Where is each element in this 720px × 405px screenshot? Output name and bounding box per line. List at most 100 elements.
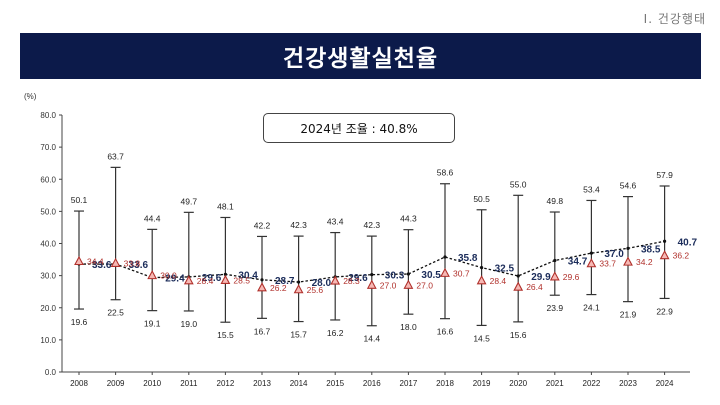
total-point (297, 280, 301, 284)
unadjusted-point (549, 271, 560, 281)
unadjusted-value-label: 28.4 (197, 276, 214, 286)
total-point (443, 255, 447, 259)
upper-value-label: 44.3 (400, 214, 417, 224)
total-point (663, 239, 667, 243)
total-point (223, 272, 227, 276)
lower-value-label: 24.1 (583, 303, 600, 313)
lower-value-label: 15.6 (510, 330, 527, 340)
total-value-label: 28.0 (312, 278, 332, 289)
total-point (260, 278, 264, 282)
lower-value-label: 21.9 (620, 310, 637, 320)
total-value-label: 29.4 (165, 274, 185, 285)
unadjusted-value-label: 33.7 (599, 259, 616, 269)
lower-value-label: 23.9 (547, 303, 564, 313)
upper-value-label: 55.0 (510, 179, 527, 189)
unadjusted-point (183, 275, 194, 285)
x-tick-label: 2018 (436, 379, 454, 388)
lower-value-label: 16.2 (327, 328, 344, 338)
upper-value-label: 57.9 (656, 170, 673, 180)
unadjusted-point (147, 269, 158, 280)
x-tick-label: 2022 (583, 379, 601, 388)
y-axis-unit-label: (%) (24, 92, 37, 101)
total-value-label: 33.6 (92, 260, 112, 271)
total-value-label: 37.0 (604, 249, 624, 260)
unadjusted-value-label: 33.8 (124, 258, 141, 268)
total-value-label: 30.5 (421, 270, 441, 281)
total-value-label: 29.9 (531, 272, 551, 283)
total-value-label: 28.7 (275, 276, 295, 287)
lower-value-label: 15.7 (290, 330, 307, 340)
total-series-line (79, 240, 665, 283)
lower-value-label: 19.0 (181, 319, 198, 329)
x-tick-label: 2020 (509, 379, 527, 388)
overall-rate-box: 2024년 조율 : 40.8% (263, 113, 455, 143)
lower-value-label: 16.7 (254, 326, 271, 336)
unadjusted-point (330, 275, 341, 285)
total-value-label: 30.4 (238, 270, 258, 281)
upper-value-label: 50.5 (473, 194, 490, 204)
x-tick-label: 2023 (619, 379, 637, 388)
total-point (480, 265, 484, 270)
unadjusted-point (440, 267, 450, 277)
unadjusted-point (476, 275, 487, 285)
lower-value-label: 14.4 (364, 334, 381, 344)
lower-value-label: 14.5 (473, 333, 490, 343)
upper-value-label: 63.7 (107, 151, 124, 161)
upper-value-label: 42.3 (290, 220, 307, 230)
y-tick-label: 20.0 (40, 304, 56, 313)
lower-value-label: 16.6 (437, 327, 454, 337)
unadjusted-point (586, 258, 597, 268)
y-tick-label: 0.0 (45, 368, 57, 377)
total-value-label: 32.5 (495, 264, 515, 275)
unadjusted-point (257, 282, 267, 292)
y-tick-label: 30.0 (40, 272, 56, 281)
y-tick-label: 40.0 (40, 240, 56, 249)
x-tick-label: 2021 (546, 379, 564, 388)
y-tick-label: 10.0 (40, 336, 56, 345)
x-tick-label: 2010 (143, 379, 161, 388)
unadjusted-point (110, 257, 121, 267)
y-tick-label: 70.0 (40, 143, 56, 152)
x-tick-label: 2019 (473, 379, 491, 388)
lower-value-label: 15.5 (217, 330, 234, 340)
y-tick-label: 50.0 (40, 207, 56, 216)
total-value-label: 33.6 (129, 260, 149, 271)
total-point (516, 274, 520, 278)
total-value-label: 38.5 (641, 244, 661, 255)
total-point (553, 258, 557, 263)
unadjusted-value-label: 28.3 (343, 276, 360, 286)
unadjusted-value-label: 28.4 (490, 276, 507, 286)
x-tick-label: 2017 (400, 379, 418, 388)
upper-value-label: 50.1 (71, 195, 88, 205)
x-tick-label: 2009 (107, 379, 125, 388)
total-value-label: 34.7 (568, 257, 588, 268)
unadjusted-value-label: 34.2 (636, 257, 653, 267)
x-tick-label: 2012 (217, 379, 235, 388)
x-tick-label: 2013 (253, 379, 271, 388)
unadjusted-value-label: 29.6 (563, 272, 580, 282)
y-tick-label: 60.0 (40, 175, 56, 184)
lower-value-label: 22.5 (107, 308, 124, 318)
title-banner: 건강생활실천율 (20, 33, 701, 79)
unadjusted-value-label: 30.7 (453, 268, 470, 278)
upper-value-label: 49.8 (547, 196, 564, 206)
upper-value-label: 44.4 (144, 213, 161, 223)
total-point (589, 251, 594, 255)
unadjusted-point (513, 281, 524, 291)
unadjusted-point (403, 279, 414, 289)
lower-value-label: 22.9 (656, 306, 673, 316)
total-point (370, 273, 374, 277)
total-value-label: 29.6 (202, 273, 222, 284)
upper-value-label: 43.4 (327, 217, 344, 227)
upper-value-label: 48.1 (217, 201, 234, 211)
unadjusted-point (220, 274, 231, 284)
upper-value-label: 53.4 (583, 184, 600, 194)
total-value-label: 29.6 (348, 273, 368, 284)
total-point (406, 272, 410, 276)
x-tick-label: 2024 (656, 379, 674, 388)
unadjusted-value-label: 25.6 (307, 285, 324, 295)
section-label: Ⅰ. 건강행태 (643, 12, 706, 26)
unadjusted-point (659, 250, 670, 260)
lower-value-label: 19.1 (144, 319, 161, 329)
